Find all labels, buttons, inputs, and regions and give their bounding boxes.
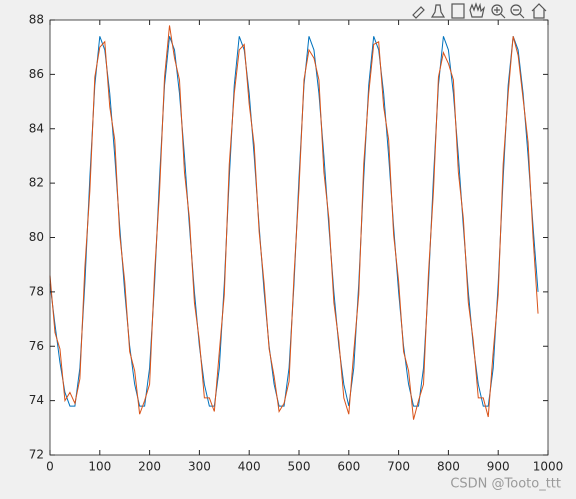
toolbar[interactable] <box>412 2 547 19</box>
zoom-out-glyph <box>513 9 525 19</box>
x-tick-label: 300 <box>188 460 211 474</box>
y-tick-label: 74 <box>29 393 44 407</box>
zoom-out-icon[interactable] <box>510 4 522 16</box>
y-tick-label: 84 <box>29 121 44 135</box>
y-tick-label: 78 <box>29 284 44 298</box>
y-tick-label: 86 <box>29 67 44 81</box>
datatip-icon[interactable] <box>430 4 446 18</box>
x-tick-label: 200 <box>138 460 161 474</box>
y-tick-label: 88 <box>29 13 44 27</box>
zoom-in-icon[interactable] <box>491 4 503 16</box>
edit-icon[interactable] <box>451 3 465 19</box>
x-tick-label: 100 <box>88 460 111 474</box>
x-tick-label: 900 <box>487 460 510 474</box>
x-tick-label: 400 <box>238 460 261 474</box>
zoom-in-glyph <box>494 7 506 19</box>
brush-icon[interactable] <box>412 6 425 19</box>
x-tick-label: 800 <box>437 460 460 474</box>
data-line <box>49 25 539 420</box>
y-tick-label: 76 <box>29 339 44 353</box>
x-tick-label: 600 <box>337 460 360 474</box>
x-tick-label: 1000 <box>533 460 564 474</box>
pan-icon[interactable] <box>469 2 486 18</box>
x-tick-label: 700 <box>387 460 410 474</box>
home-icon[interactable] <box>531 3 547 19</box>
axes-background <box>50 20 548 455</box>
x-tick-label: 500 <box>288 460 311 474</box>
y-tick-label: 82 <box>29 176 44 190</box>
y-tick-label: 80 <box>29 230 44 244</box>
x-tick-label: 0 <box>46 460 54 474</box>
watermark: CSDN @Tooto_ttt <box>450 477 561 492</box>
y-tick-label: 72 <box>29 448 44 462</box>
